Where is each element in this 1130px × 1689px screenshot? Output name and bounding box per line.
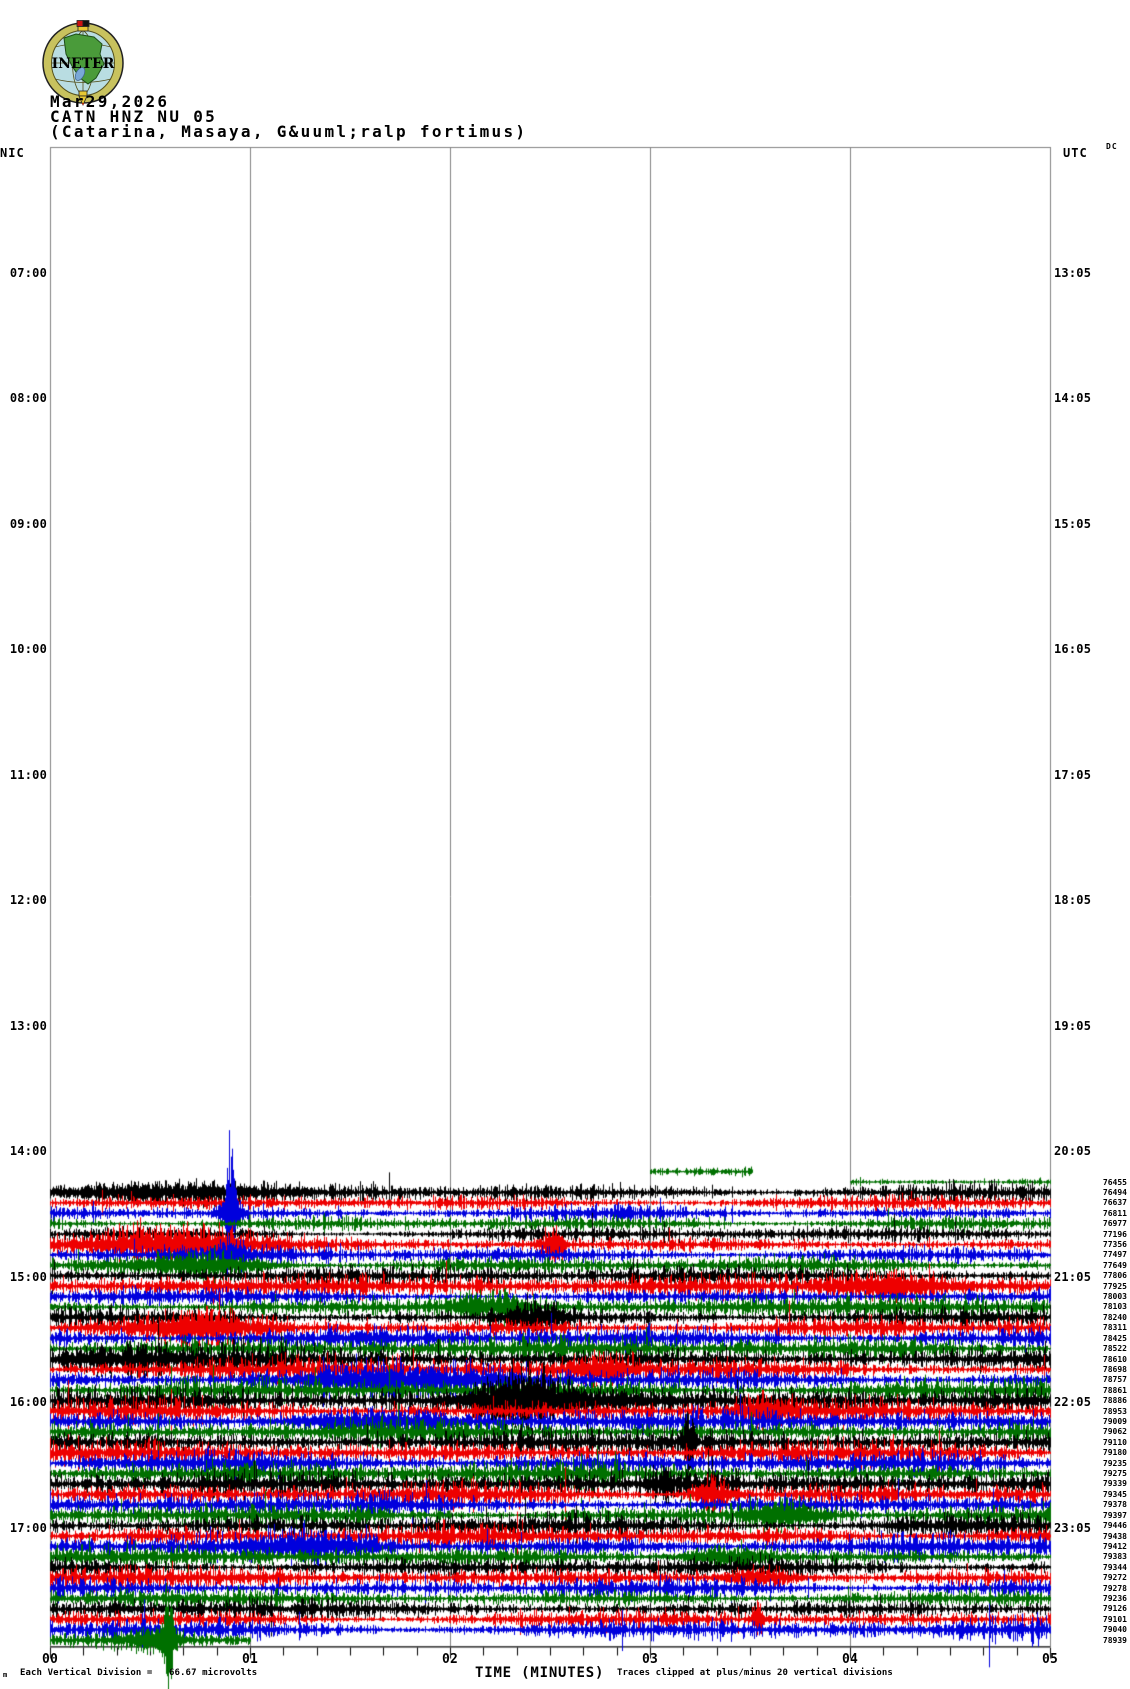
hour-label-left: 11:00 [9,767,47,782]
dc-value: 79235 [1102,1458,1127,1468]
dc-value: 78939 [1102,1635,1127,1645]
dc-value: 76811 [1102,1208,1127,1218]
dc-value: 79126 [1102,1604,1127,1614]
x-tick-label: 02 [441,1652,459,1667]
hour-label-right: 23:05 [1054,1520,1092,1535]
hour-label-left: 16:00 [9,1395,47,1410]
hour-label-right: 22:05 [1054,1395,1092,1410]
dc-value: 78425 [1102,1333,1127,1343]
hour-label-left: 12:00 [9,893,47,908]
dc-value: 77806 [1102,1271,1127,1281]
title-location: (Catarina, Masaya, G&uuml;ralp fortimus) [50,122,528,141]
hour-label-left: 13:00 [9,1018,47,1033]
footer-scale-note: Each Vertical Division = 66.67 microvolt… [20,1668,258,1678]
footer-clip-note: Traces clipped at plus/minus 20 vertical… [617,1668,893,1678]
dc-value: 76455 [1102,1177,1127,1187]
hour-label-left: 15:00 [9,1269,47,1284]
dc-value: 78103 [1102,1302,1127,1312]
dc-value: 76977 [1102,1219,1127,1229]
dc-value: 79275 [1102,1469,1127,1479]
ineter-logo: INETER [3,1,124,106]
x-tick-label: 05 [1041,1652,1059,1667]
dc-value: 79344 [1102,1562,1127,1572]
hour-label-right: 18:05 [1054,893,1092,908]
right-timezone-label: UTC [1063,146,1088,160]
dc-value: 79272 [1102,1573,1127,1583]
dc-value: 79397 [1102,1510,1127,1520]
dc-value: 77356 [1102,1239,1127,1249]
dc-value: 79345 [1102,1489,1127,1499]
hour-label-left: 17:00 [9,1520,47,1535]
hour-label-left: 09:00 [9,516,47,531]
hour-label-right: 19:05 [1054,1018,1092,1033]
dc-value: 79180 [1102,1448,1127,1458]
x-tick-label: 00 [41,1652,59,1667]
dc-value: 79062 [1102,1427,1127,1437]
dc-value: 76637 [1102,1198,1127,1208]
hour-label-right: 13:05 [1054,266,1092,280]
hour-label-right: 16:05 [1054,642,1092,657]
x-tick-label: 04 [841,1652,859,1667]
dc-column-header: DC [1106,142,1118,151]
x-tick-label: 01 [241,1652,259,1667]
dc-value: 79339 [1102,1479,1127,1489]
hour-label-left: 08:00 [9,391,47,406]
dc-value: 79378 [1102,1500,1127,1510]
dc-value: 78698 [1102,1364,1127,1374]
dc-value: 79040 [1102,1625,1127,1635]
dc-value: 79438 [1102,1531,1127,1541]
dc-value: 79383 [1102,1552,1127,1562]
dc-value: 79101 [1102,1614,1127,1624]
left-timezone-label: NIC [0,146,25,160]
dc-value: 79412 [1102,1541,1127,1551]
dc-value: 78311 [1102,1323,1127,1333]
x-tick-label: 03 [641,1652,659,1667]
title-station: CATN HNZ NU 05 [50,107,218,126]
hour-label-right: 15:05 [1054,516,1092,531]
hour-label-right: 20:05 [1054,1144,1092,1159]
dc-value: 77649 [1102,1260,1127,1270]
title-date: Mar29,2026 [50,92,170,111]
dc-value: 79278 [1102,1583,1127,1593]
ineter-logo-text: INETER [51,56,114,72]
dc-value: 78610 [1102,1354,1127,1364]
dc-value: 79236 [1102,1594,1127,1603]
dc-value: 78240 [1102,1312,1127,1322]
dc-value: 78861 [1102,1385,1127,1395]
hour-label-left: 14:00 [9,1144,47,1159]
dc-value: 79009 [1102,1416,1127,1426]
ineter-logo-graphic: INETER [41,20,124,106]
hour-label-right: 14:05 [1054,391,1092,406]
dc-value: 78886 [1102,1396,1127,1406]
footer-m-mark: m [3,1671,8,1679]
dc-value: 76494 [1102,1187,1127,1197]
dc-value: 77925 [1102,1281,1127,1291]
hour-label-right: 17:05 [1054,767,1092,782]
dc-value: 78953 [1102,1406,1127,1416]
dc-value: 78757 [1102,1375,1127,1385]
dc-value: 77497 [1102,1250,1127,1260]
hour-label-right: 21:05 [1054,1269,1092,1284]
hour-label-left: 07:00 [9,266,47,280]
hour-label-left: 10:00 [9,642,47,657]
dc-value: 79446 [1102,1521,1127,1531]
dc-value: 79110 [1102,1437,1127,1447]
dc-value: 77196 [1102,1229,1127,1239]
dc-value: 78003 [1102,1292,1127,1302]
x-axis-title: TIME (MINUTES) [475,1665,605,1681]
dc-value: 78522 [1102,1344,1127,1354]
